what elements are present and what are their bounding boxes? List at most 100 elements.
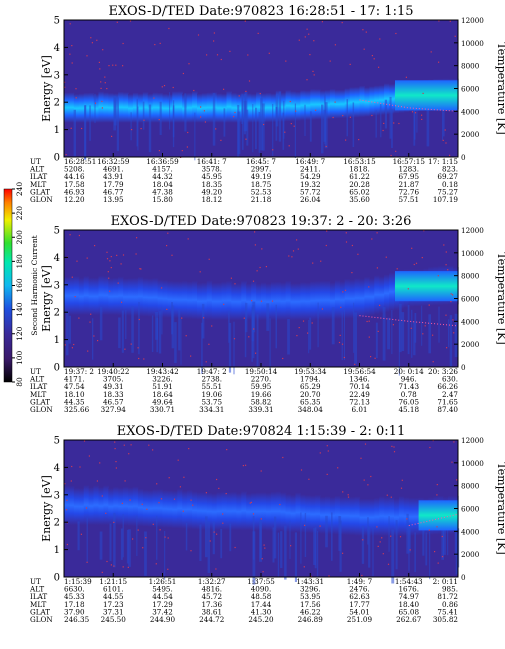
spectral-streak — [94, 93, 96, 124]
spectral-streak — [321, 104, 324, 154]
band-segment — [88, 277, 95, 315]
ephem-value-glon: 107.19 — [433, 195, 459, 204]
band-segment — [339, 496, 346, 535]
spectral-streak — [300, 512, 302, 564]
ephem-row-label: ILAT — [30, 382, 47, 391]
noise-dot — [129, 20, 132, 22]
band-segment — [295, 492, 301, 533]
noise-dot — [65, 154, 67, 156]
y2-tick-label: 8000 — [461, 62, 480, 71]
noise-dot — [65, 509, 68, 511]
spectral-streak — [309, 317, 312, 350]
noise-dot — [261, 558, 263, 560]
noise-dot — [167, 568, 169, 570]
noise-dot — [293, 125, 295, 127]
noise-dot — [96, 480, 98, 482]
noise-dot — [252, 513, 255, 515]
ephem-value-ut: 16:41: 7 — [197, 157, 227, 166]
y-tick-label: 1 — [54, 125, 60, 136]
band-segment — [118, 91, 124, 123]
colorbar-tick-label: 100 — [15, 350, 24, 365]
spectrogram-panel-1: EXOS-D/TED Date:970823 16:28:51 - 17: 1:… — [29, 4, 505, 204]
band-segment — [290, 91, 297, 122]
band-segment — [177, 488, 183, 529]
noise-dot — [256, 270, 258, 272]
noise-dot — [247, 54, 249, 56]
panel-title: EXOS-D/TED Date:970824 1:15:39 - 2: 0:11 — [117, 424, 405, 439]
ephem-value-ut: 20: 3:26 — [428, 367, 458, 376]
spectral-streak — [228, 322, 232, 373]
band-segment — [182, 490, 188, 529]
spectral-streak — [237, 111, 241, 155]
noise-dot — [343, 356, 345, 359]
noise-dot — [371, 114, 373, 117]
ephem-value-ut: 16:28:51 — [64, 157, 96, 166]
noise-dot — [115, 64, 117, 66]
band-segment — [251, 93, 257, 123]
noise-dot — [304, 36, 306, 38]
noise-dot — [140, 268, 142, 270]
spectral-streak — [245, 302, 248, 333]
noise-dot — [71, 276, 73, 278]
spectral-streak — [159, 101, 162, 135]
band-segment — [113, 277, 119, 315]
ephem-value-alt: 4157. — [152, 165, 173, 174]
noise-dot — [245, 464, 247, 466]
noise-dot — [422, 92, 424, 94]
ephem-value-glat: 58.82 — [251, 397, 272, 406]
noise-dot — [223, 303, 225, 305]
ephem-value-alt: 1676. — [398, 585, 419, 594]
ephem-value-mlt: 17.18 — [64, 600, 85, 609]
noise-dot — [401, 479, 403, 481]
band-segment — [64, 485, 70, 525]
ephem-value-ut: 20: 0:14 — [394, 367, 424, 376]
y2-tick-label: 4000 — [461, 107, 480, 116]
noise-dot — [110, 564, 112, 566]
y-tick-label: 0 — [54, 573, 60, 584]
spectral-streak — [414, 532, 416, 573]
band-segment — [349, 496, 356, 536]
noise-dot — [436, 484, 438, 486]
noise-dot — [64, 81, 66, 83]
band-segment — [152, 92, 159, 123]
band-segment — [221, 93, 228, 123]
noise-dot — [121, 502, 123, 504]
band-segment — [354, 86, 361, 118]
noise-dot — [415, 262, 418, 264]
band-segment — [344, 278, 351, 319]
ephem-value-mlt: 17.56 — [300, 600, 321, 609]
noise-dot — [89, 321, 91, 323]
noise-dot — [216, 533, 218, 535]
noise-dot — [363, 479, 365, 481]
band-segment — [246, 283, 252, 321]
y2-tick-label: 4000 — [461, 317, 480, 326]
spectral-streak — [109, 523, 112, 562]
spectral-streak — [66, 310, 69, 356]
ephem-value-glat: 46.22 — [300, 607, 321, 616]
ephem-value-glon: 12.20 — [64, 195, 85, 204]
band-segment — [187, 281, 193, 319]
noise-dot — [379, 304, 381, 306]
ephem-value-ut: 1:32:27 — [198, 577, 226, 586]
spectral-streak — [325, 515, 328, 548]
noise-dot — [410, 327, 412, 329]
colorbar-tick-label: 180 — [15, 254, 24, 269]
band-segment — [157, 489, 164, 528]
noise-dot — [172, 86, 174, 89]
band-segment — [329, 497, 336, 535]
noise-dot — [215, 128, 217, 130]
y-tick-label: 4 — [54, 463, 60, 474]
ephem-value-ilat: 61.22 — [349, 172, 370, 181]
noise-dot — [137, 347, 139, 349]
noise-dot — [182, 72, 184, 75]
band-segment — [73, 487, 80, 525]
ephem-value-glat: 46.77 — [103, 187, 124, 196]
noise-dot — [298, 39, 300, 41]
spectral-streak — [199, 524, 202, 561]
ephem-value-alt: 4816. — [201, 585, 222, 594]
noise-dot — [251, 300, 253, 302]
ephem-value-ilat: 54.29 — [300, 172, 321, 181]
ephem-value-ilat: 44.32 — [152, 172, 173, 181]
spectral-streak — [269, 318, 271, 370]
ephem-value-glon: 244.72 — [199, 615, 224, 624]
